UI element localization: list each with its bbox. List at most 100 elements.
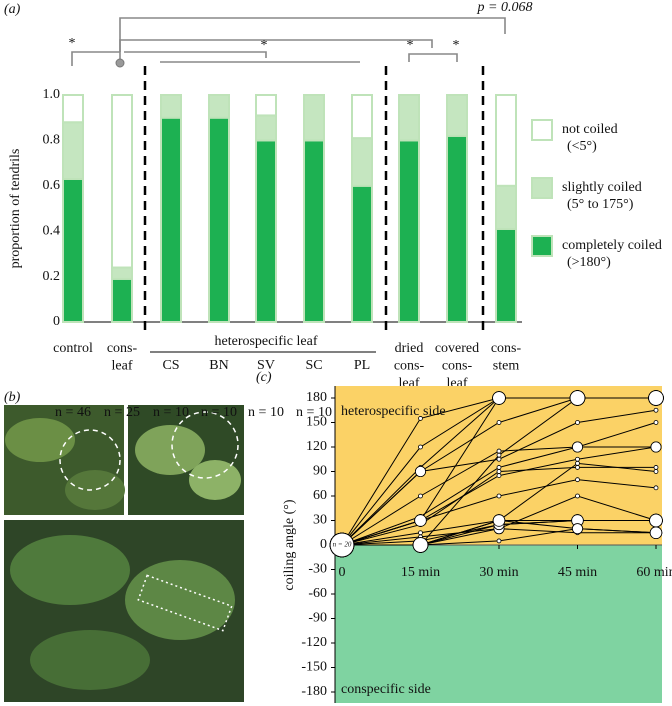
highlight xyxy=(171,411,239,479)
x-tick-label: covered xyxy=(435,341,479,356)
annotation: heterospecific side xyxy=(341,404,446,419)
x-tick-label: dried xyxy=(395,341,424,356)
legend-label: completely coiled (>180°) xyxy=(562,238,662,270)
y-tick-label: 0.6 xyxy=(43,178,61,193)
tendril-point xyxy=(496,448,502,454)
x-tick-label: cons- xyxy=(394,359,425,374)
n-label: n = 25 xyxy=(104,405,140,420)
x-tick-label: 15 min xyxy=(401,565,440,580)
annotation: n = 20 xyxy=(333,541,352,549)
tendril-point xyxy=(418,493,423,499)
tendril-point xyxy=(496,469,502,474)
leaf xyxy=(65,470,125,510)
leaf xyxy=(30,630,150,690)
y-tick-label: -150 xyxy=(301,660,327,675)
n-label: n = 10 xyxy=(248,405,284,420)
y-axis-label: proportion of tendrils xyxy=(8,149,23,269)
lower-region xyxy=(335,545,662,703)
bar-segment xyxy=(351,94,373,140)
bar-segment xyxy=(398,94,420,142)
tendril-point xyxy=(496,456,502,462)
bar-segment xyxy=(351,184,373,323)
tendril-point xyxy=(418,444,423,450)
tendril-point xyxy=(492,514,506,527)
annotation: p = 0.068 xyxy=(477,0,533,15)
tendril-point xyxy=(653,485,659,491)
tendril-point xyxy=(414,465,427,478)
leaf xyxy=(189,460,241,500)
y-tick-label: -90 xyxy=(308,611,327,626)
tendril-point xyxy=(653,407,659,413)
x-tick-label: control xyxy=(53,341,93,356)
panel-label: (b) xyxy=(4,390,21,405)
panel-label: (c) xyxy=(256,370,272,385)
x-tick-label: 60 min xyxy=(636,565,672,580)
x-tick-label: SC xyxy=(305,358,322,373)
x-tick-label: 30 min xyxy=(479,565,518,580)
tendril-point xyxy=(496,420,502,425)
y-tick-label: -30 xyxy=(308,562,327,577)
brackets xyxy=(71,17,506,66)
tendril-point xyxy=(329,532,355,558)
tendril-point xyxy=(650,441,662,453)
tendril-point xyxy=(575,465,580,470)
x-tick-label: 0 xyxy=(339,565,346,580)
bar-segment xyxy=(160,94,182,119)
leaf xyxy=(135,425,205,475)
y-tick-label: -60 xyxy=(308,586,327,601)
n-label: n = 46 xyxy=(55,405,91,420)
tendril-point xyxy=(496,538,502,544)
annotation: conspecific side xyxy=(341,682,431,697)
photos xyxy=(4,405,244,702)
bar-segment xyxy=(111,94,133,269)
group-label: heterospecific leaf xyxy=(215,334,318,349)
y-tick-label: 0.4 xyxy=(43,223,61,238)
y-tick-label: 60 xyxy=(313,488,327,503)
tendril-point xyxy=(653,469,659,474)
y-tick-label: 0.8 xyxy=(43,133,61,148)
tendril-point xyxy=(649,513,663,528)
highlight xyxy=(59,429,121,491)
bar-segment xyxy=(62,94,84,124)
tendril-point xyxy=(648,390,664,406)
legend-swatch xyxy=(531,177,553,199)
bar-segment xyxy=(303,139,325,323)
y-tick-label: 0.2 xyxy=(43,269,61,284)
bar-segment xyxy=(303,94,325,142)
bar-segment xyxy=(255,94,277,117)
y-tick-label: 30 xyxy=(313,513,327,528)
tendril-point xyxy=(575,456,580,462)
legend-swatch xyxy=(531,119,553,141)
x-tick-label: stem xyxy=(493,359,520,374)
annotation: * xyxy=(407,38,414,53)
bar-segment xyxy=(208,94,230,119)
bar-segment xyxy=(208,116,230,323)
bar-segment xyxy=(111,266,133,280)
n-label: n = 10 xyxy=(296,405,332,420)
bar-segment xyxy=(351,137,373,187)
bracket-dot xyxy=(115,58,125,68)
tendril-point xyxy=(653,465,659,470)
bracket xyxy=(119,39,433,52)
tendril-point xyxy=(649,526,663,539)
y-tick-label: 180 xyxy=(306,390,327,405)
tendril-point xyxy=(496,493,502,499)
n-label: n = 10 xyxy=(153,405,189,420)
tendril-point xyxy=(575,493,580,499)
x-tick-label: cons- xyxy=(491,341,522,356)
bracket xyxy=(408,53,458,62)
panel-label: (a) xyxy=(4,2,21,17)
bar-segment xyxy=(62,121,84,180)
bar-segment xyxy=(62,177,84,323)
leaf xyxy=(125,560,235,640)
legend-swatch xyxy=(531,235,553,257)
x-tick-label: cons- xyxy=(107,341,138,356)
x-tick-label: BN xyxy=(209,358,228,373)
tendril-point xyxy=(575,420,580,425)
tendril-point xyxy=(412,537,429,553)
y-tick-label: 0 xyxy=(320,537,327,552)
tendril-point xyxy=(492,391,506,405)
x-tick-label: cons- xyxy=(442,359,473,374)
y-tick-label: 150 xyxy=(306,415,327,430)
